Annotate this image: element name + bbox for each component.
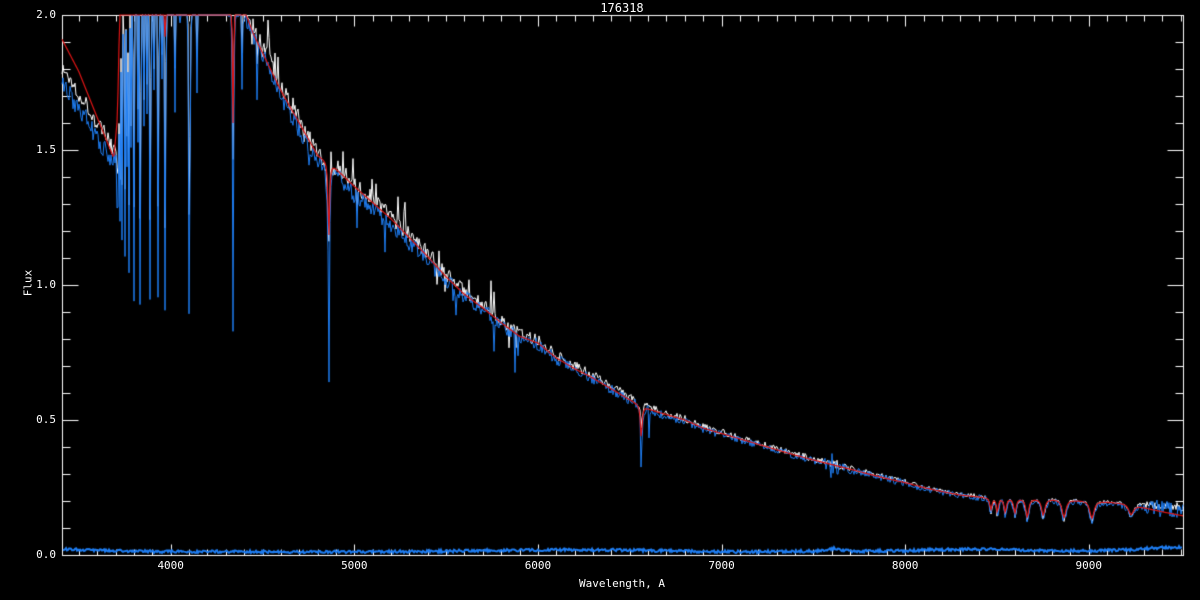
y-tick-label: 1.5	[36, 143, 56, 156]
x-tick-label: 7000	[708, 559, 735, 572]
x-tick-label: 5000	[341, 559, 368, 572]
y-tick-label: 1.0	[36, 278, 56, 291]
y-tick-label: 0.0	[36, 548, 56, 561]
y-tick-label: 0.5	[36, 413, 56, 426]
x-tick-label: 6000	[524, 559, 552, 572]
x-axis-title: Wavelength, A	[578, 577, 666, 590]
y-tick-label: 2.0	[36, 8, 56, 21]
x-tick-label: 8000	[891, 559, 919, 572]
x-tick-label: 9000	[1075, 559, 1103, 572]
x-tick-label: 4000	[157, 559, 184, 572]
plot-title: 176318	[600, 1, 644, 15]
